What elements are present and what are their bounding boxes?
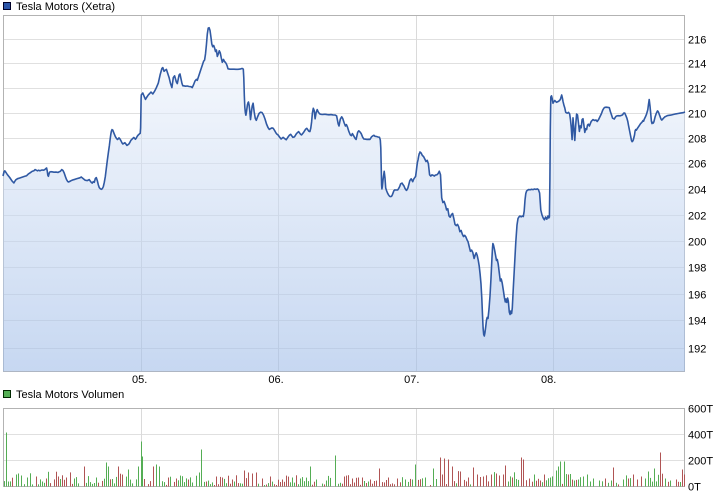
svg-text:600T: 600T	[688, 404, 713, 416]
svg-text:196: 196	[688, 290, 706, 302]
svg-text:Tesla Motors (Xetra): Tesla Motors (Xetra)	[16, 1, 115, 13]
svg-text:198: 198	[688, 263, 706, 275]
svg-text:214: 214	[688, 59, 706, 71]
svg-text:216: 216	[688, 35, 706, 47]
svg-text:208: 208	[688, 134, 706, 146]
svg-text:194: 194	[688, 316, 706, 328]
svg-text:206: 206	[688, 159, 706, 171]
svg-text:400T: 400T	[688, 430, 713, 442]
svg-text:05.: 05.	[132, 374, 147, 386]
svg-text:07.: 07.	[404, 374, 419, 386]
svg-text:200T: 200T	[688, 456, 713, 468]
svg-text:08.: 08.	[541, 374, 556, 386]
svg-text:Tesla Motors Volumen: Tesla Motors Volumen	[16, 389, 124, 401]
svg-text:0T: 0T	[688, 482, 701, 494]
svg-text:202: 202	[688, 211, 706, 223]
svg-text:210: 210	[688, 109, 706, 121]
svg-text:200: 200	[688, 237, 706, 249]
svg-text:212: 212	[688, 84, 706, 96]
svg-text:06.: 06.	[268, 374, 283, 386]
svg-text:204: 204	[688, 185, 706, 197]
svg-text:192: 192	[688, 344, 706, 356]
